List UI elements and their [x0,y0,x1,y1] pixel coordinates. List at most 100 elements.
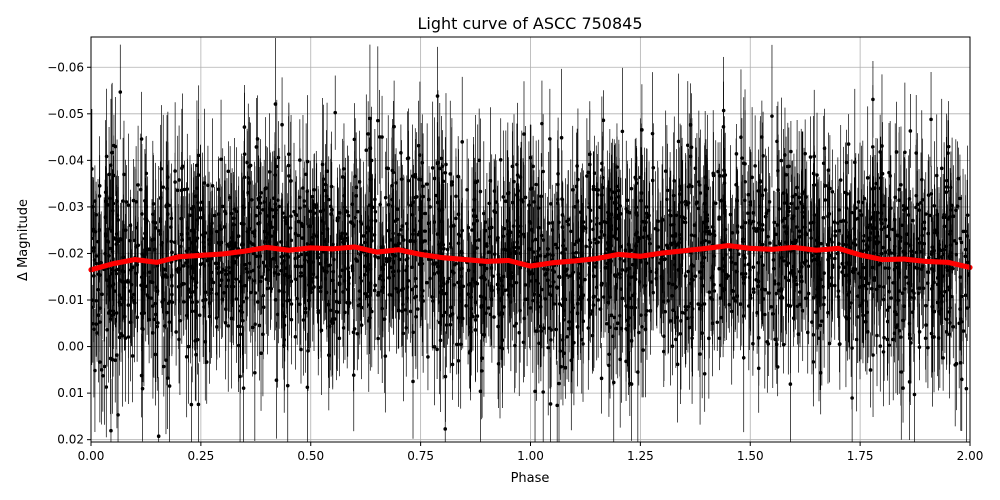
observation-point [665,188,670,193]
observation-point [555,403,559,408]
observation-point [184,354,189,359]
observation-point [133,271,138,276]
observation-point [729,255,733,260]
observation-point [209,270,214,275]
observation-point [868,231,873,235]
observation-point [229,243,234,247]
observation-point [92,258,97,262]
observation-point [774,232,778,237]
observation-point [525,297,529,302]
observation-point [826,310,830,315]
observation-point [821,302,826,307]
observation-point [658,261,662,265]
observation-point [678,331,683,336]
observation-point [364,148,369,153]
observation-point [693,274,698,278]
observation-point [326,302,331,307]
observation-point [512,249,517,254]
observation-point [401,331,406,336]
observation-point [337,211,342,215]
observation-point [531,164,535,169]
observation-point [719,198,724,203]
observation-point [906,213,911,217]
observation-point [870,145,875,149]
observation-point [674,213,679,218]
observation-point [106,240,111,244]
observation-point [849,301,853,305]
observation-point [626,323,631,328]
observation-point [887,289,891,294]
observation-point [640,128,644,132]
observation-point [959,317,963,321]
observation-point [522,132,526,136]
observation-point [845,235,849,239]
observation-point [437,166,442,171]
observation-point [797,229,802,233]
observation-point [594,265,598,269]
observation-point [135,262,140,267]
observation-point [534,182,538,187]
observation-point [451,224,456,228]
observation-point [856,315,860,319]
observation-point [821,215,826,220]
observation-point [416,143,421,148]
observation-point [763,287,767,292]
observation-point [784,240,788,245]
observation-point [214,292,219,296]
observation-point [405,256,410,261]
observation-point [567,320,571,324]
observation-point [405,221,409,226]
observation-point [885,337,890,342]
observation-point [328,308,333,313]
observation-point [592,237,597,242]
observation-point [719,315,723,320]
observation-point [302,199,306,203]
observation-point [512,179,516,184]
observation-point [700,264,705,269]
observation-point [361,234,366,238]
observation-point [598,221,603,226]
observation-point [878,150,882,154]
observation-point [944,178,949,183]
observation-point [899,335,903,339]
observation-point [813,310,818,315]
observation-point [366,226,370,230]
observation-point [733,299,737,303]
observation-point [715,320,720,325]
observation-point [861,298,865,303]
observation-point [323,182,328,187]
observation-point [316,252,320,256]
observation-point [471,314,475,319]
observation-point [220,204,225,209]
observation-point [343,236,348,240]
observation-point [205,258,210,263]
observation-point [518,175,523,179]
observation-point [548,137,552,141]
observation-point [815,173,819,177]
observation-point [586,326,591,330]
observation-point [916,291,921,296]
observation-point [126,203,131,207]
observation-point [253,370,257,375]
observation-point [817,336,821,341]
observation-point [492,189,497,193]
observation-point [190,309,195,314]
observation-point [559,364,563,369]
observation-point [647,241,652,246]
observation-point [548,402,553,406]
observation-point [419,240,423,245]
observation-point [954,208,958,213]
observation-point [443,374,448,379]
observation-point [592,274,596,278]
observation-point [754,229,759,233]
observation-point [908,243,913,247]
observation-point [557,381,561,386]
observation-point [636,330,641,335]
observation-point [401,238,406,242]
observation-point [175,188,180,193]
observation-point [148,270,152,275]
observation-point [426,221,431,226]
observation-point [609,259,613,263]
observation-point [372,288,377,293]
